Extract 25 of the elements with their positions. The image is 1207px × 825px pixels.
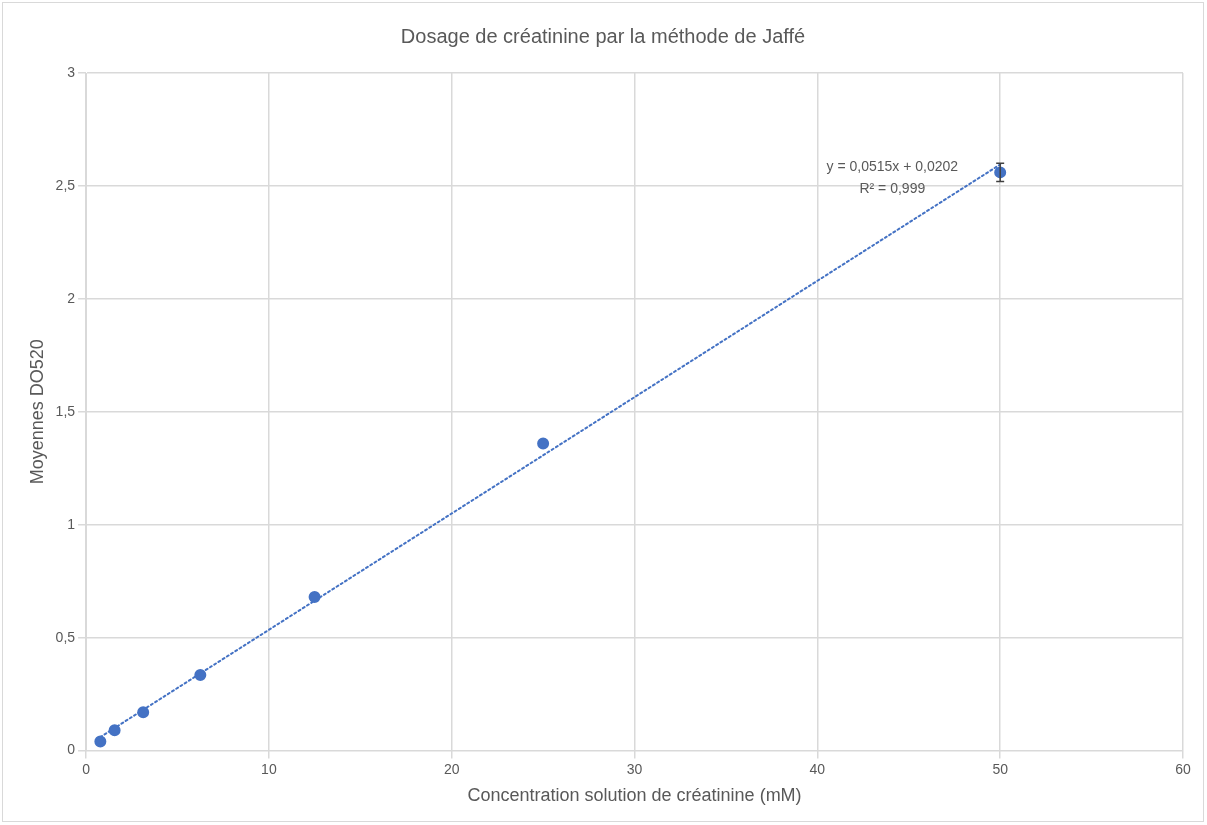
- x-tick-label: 30: [626, 760, 643, 777]
- y-axis-title: Moyennes DO520: [26, 339, 47, 485]
- x-axis-title: Concentration solution de créatinine (mM): [467, 785, 802, 806]
- point: [308, 591, 321, 604]
- y-tick-label: 1,5: [55, 402, 76, 419]
- x-tick-label: 50: [992, 760, 1009, 777]
- point: [194, 668, 207, 681]
- y-tick-label: 3: [67, 63, 76, 80]
- x-tick-label: 60: [1175, 760, 1191, 777]
- chart-title: Dosage de créatinine par la méthode de Jaffé: [400, 24, 806, 47]
- y-tick-label: 1: [67, 515, 76, 532]
- x-tick-label: 40: [809, 760, 826, 777]
- point: [537, 437, 550, 450]
- y-tick-label: 2,5: [55, 176, 76, 193]
- y-tick-label: 0: [67, 741, 76, 758]
- point: [108, 724, 121, 737]
- point: [94, 735, 107, 748]
- y-tick-label: 2: [67, 289, 76, 306]
- x-tick-label: 10: [261, 760, 277, 777]
- x-tick-label: 0: [82, 760, 91, 777]
- annotation: y = 0,0515x + 0,0202: [826, 157, 959, 174]
- y-tick-label: 0,5: [55, 628, 76, 645]
- point: [137, 706, 150, 719]
- annotation: R² = 0,999: [859, 179, 926, 196]
- x-tick-label: 20: [443, 760, 460, 777]
